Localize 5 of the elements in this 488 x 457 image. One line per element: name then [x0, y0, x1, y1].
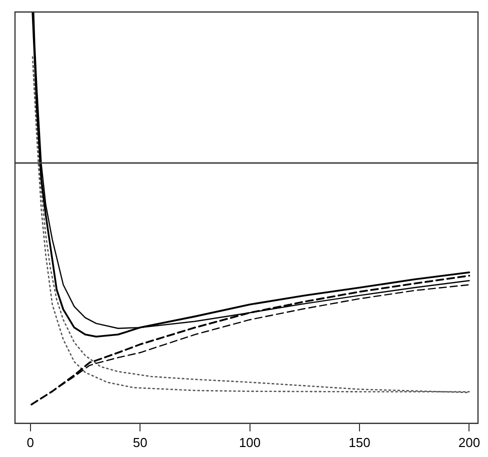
x-tick-label: 150: [348, 434, 370, 450]
x-tick-label: 200: [458, 434, 480, 450]
x-tick-label: 0: [26, 434, 34, 450]
x-tick-label: 100: [238, 434, 261, 450]
x-tick-label: 50: [132, 434, 148, 450]
